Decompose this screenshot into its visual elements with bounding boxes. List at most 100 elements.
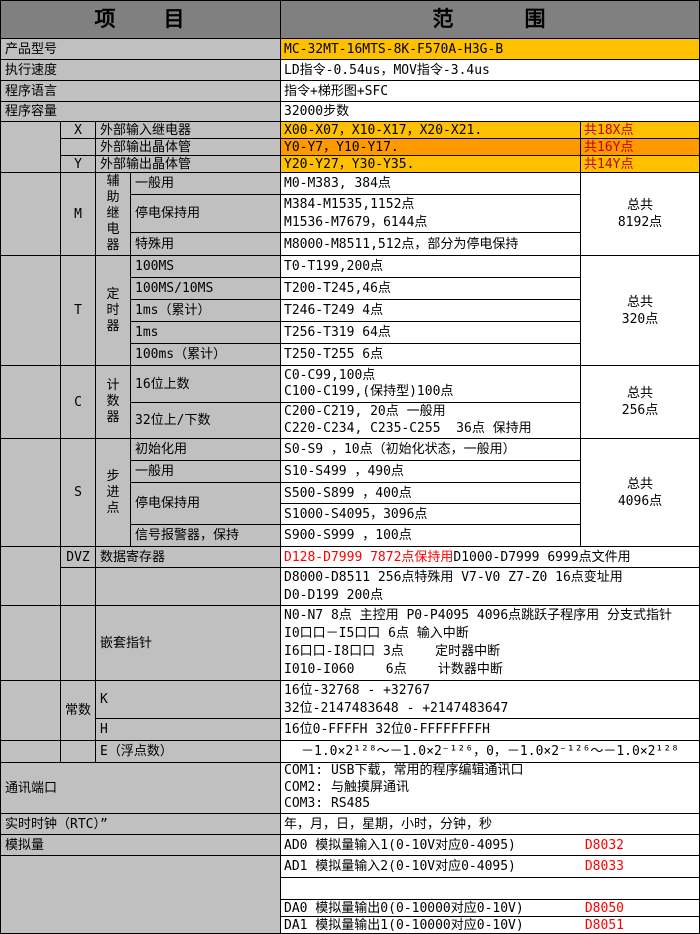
spacer-cell [1, 366, 61, 439]
row-value: C0-C99,100点 C100-C199,(保持型)100点 [281, 366, 581, 403]
io-total: 共14Y点 [581, 156, 700, 173]
rtc-label: 实时时钟（RTC）” [1, 814, 281, 835]
row-label: 1ms [131, 322, 281, 344]
spacer-cell [96, 568, 281, 606]
row-label: 100MS/10MS [131, 278, 281, 300]
dvz-value-row2: D8000-D8511 256点特殊用 V7-V0 Z7-Z0 16点变址用 D… [281, 568, 700, 606]
analog-row: DA0 模拟量输出0(0-10000对应0-10V) D8050 [281, 900, 700, 917]
dvz-label: 数据寄存器 [96, 547, 281, 568]
t-code: T [61, 256, 96, 366]
io-value: Y0-Y7，Y10-Y17. [281, 139, 581, 156]
row-label: 初始化用 [131, 439, 281, 461]
header-item: 项 目 [1, 1, 281, 39]
row-label: 信号报警器，保持 [131, 525, 281, 547]
analog-register: D8033 [584, 859, 624, 874]
rtc-value: 年，月，日，星期，小时，分钟，秒 [281, 814, 700, 835]
io-total: 共18X点 [581, 122, 700, 139]
s-group-label: 步 进 点 [96, 439, 131, 547]
row-value: 16位-32768 - +32767 32位-2147483648 - +214… [281, 681, 700, 719]
dvz-value-row1: D128-D7999 7872点保持用 D1000-D7999 6999点文件用 [281, 547, 700, 568]
row-label: 100ms（累计） [131, 344, 281, 366]
pointer-label: 嵌套指针 [96, 606, 281, 681]
row-label: 一般用 [131, 173, 281, 195]
analog-row [281, 878, 700, 900]
io-total: 共16Y点 [581, 139, 700, 156]
language-label: 程序语言 [1, 81, 281, 102]
analog-register: D8032 [584, 837, 624, 853]
row-label: H [96, 719, 281, 741]
spacer-cell [1, 681, 61, 741]
capacity-value: 32000步数 [281, 102, 700, 122]
s-code: S [61, 439, 96, 547]
row-value: M8000-M8511,512点，部分为停电保持 [281, 233, 581, 256]
product-model-value: MC-32MT-16MTS-8K-F570A-H3G-B [281, 39, 700, 60]
analog-register: D8050 [584, 900, 624, 916]
row-value: M384-M1535,1152点 M1536-M7679，6144点 [281, 195, 581, 233]
language-value: 指令+梯形图+SFC [281, 81, 700, 102]
io-value: Y20-Y27，Y30-Y35. [281, 156, 581, 173]
io-label: 外部输出晶体管 [96, 139, 281, 156]
row-value: S500-S899 ，400点 [281, 483, 581, 504]
row-label: 100MS [131, 256, 281, 278]
spacer-cell [1, 606, 61, 681]
c-total: 总共 256点 [581, 366, 700, 439]
spacer-cell [1, 173, 61, 256]
row-value: 16位0-FFFFH 32位0-FFFFFFFFH [281, 719, 700, 741]
dvz-file-range: D1000-D7999 6999点文件用 [453, 549, 631, 565]
row-label: K [96, 681, 281, 719]
s-total: 总共 4096点 [581, 439, 700, 547]
row-label: 1ms（累计） [131, 300, 281, 322]
io-code-y: Y [61, 156, 96, 173]
spacer-cell [1, 856, 281, 934]
pointer-value: N0-N7 8点 主控用 P0-P4095 4096点跳跃子程序用 分支式指针 … [281, 606, 700, 681]
comm-value: COM1: USB下载，常用的程序编辑通讯口 COM2: 与触摸屏通讯 COM3… [281, 763, 700, 814]
t-total: 总共 320点 [581, 256, 700, 366]
comm-label: 通讯端口 [1, 763, 281, 814]
analog-text: DA1 模拟量输出1(0-10000对应0-10V) [284, 917, 524, 933]
row-label: 一般用 [131, 461, 281, 483]
row-label: 停电保持用 [131, 195, 281, 233]
header-range: 范 围 [281, 1, 700, 39]
row-value: T250-T255 6点 [281, 344, 581, 366]
row-value: T0-T199,200点 [281, 256, 581, 278]
dvz-hold-range: D128-D7999 7872点保持用 [284, 549, 454, 565]
m-total: 总共 8192点 [581, 173, 700, 256]
io-value: X00-X07，X10-X17，X20-X21. [281, 122, 581, 139]
analog-text: AD0 模拟量输入1(0-10V对应0-4095) [284, 837, 516, 853]
spacer-cell [1, 122, 61, 173]
c-group-label: 计 数 器 [96, 366, 131, 439]
capacity-label: 程序容量 [1, 102, 281, 122]
row-value: S0-S9 ，10点（初始化状态，一般用） [281, 439, 581, 461]
spacer-cell [1, 547, 61, 606]
analog-row: DA1 模拟量输出1(0-10000对应0-10V) D8051 [281, 917, 700, 934]
m-code: M [61, 173, 96, 256]
row-value: T246-T249 4点 [281, 300, 581, 322]
row-value: S900-S999 ，100点 [281, 525, 581, 547]
row-label: 16位上数 [131, 366, 281, 403]
exec-speed-label: 执行速度 [1, 60, 281, 81]
row-value: －1.0×2¹²⁸～－1.0×2⁻¹²⁶，0，－1.0×2⁻¹²⁶～－1.0×2… [281, 741, 700, 763]
m-group-label: 辅 助 继 电 器 [96, 173, 131, 256]
spacer-cell [1, 439, 61, 547]
t-group-label: 定 时 器 [96, 256, 131, 366]
analog-row: AD1 模拟量输入2(0-10V对应0-4095) D8033 [281, 856, 700, 878]
row-value: S1000-S4095，3096点 [281, 504, 581, 525]
row-label: 停电保持用 [131, 483, 281, 525]
row-value: M0-M383, 384点 [281, 173, 581, 195]
constant-code: 常数 [61, 681, 96, 741]
row-label: E（浮点数） [96, 741, 281, 763]
io-code-blank [61, 139, 96, 156]
analog-text: AD1 模拟量输入2(0-10V对应0-4095) [284, 859, 516, 874]
spacer-cell [1, 741, 61, 763]
analog-text: DA0 模拟量输出0(0-10000对应0-10V) [284, 900, 524, 916]
spacer-cell [61, 568, 96, 606]
analog-row: AD0 模拟量输入1(0-10V对应0-4095) D8032 [281, 835, 700, 856]
exec-speed-value: LD指令-0.54us，MOV指令-3.4us [281, 60, 700, 81]
spacer-cell [61, 606, 96, 681]
row-value: S10-S499 ，490点 [281, 461, 581, 483]
row-label: 32位上/下数 [131, 403, 281, 439]
io-code-x: X [61, 122, 96, 139]
row-value: C200-C219, 20点 一般用 C220-C234, C235-C255 … [281, 403, 581, 439]
analog-register: D8051 [584, 917, 624, 933]
